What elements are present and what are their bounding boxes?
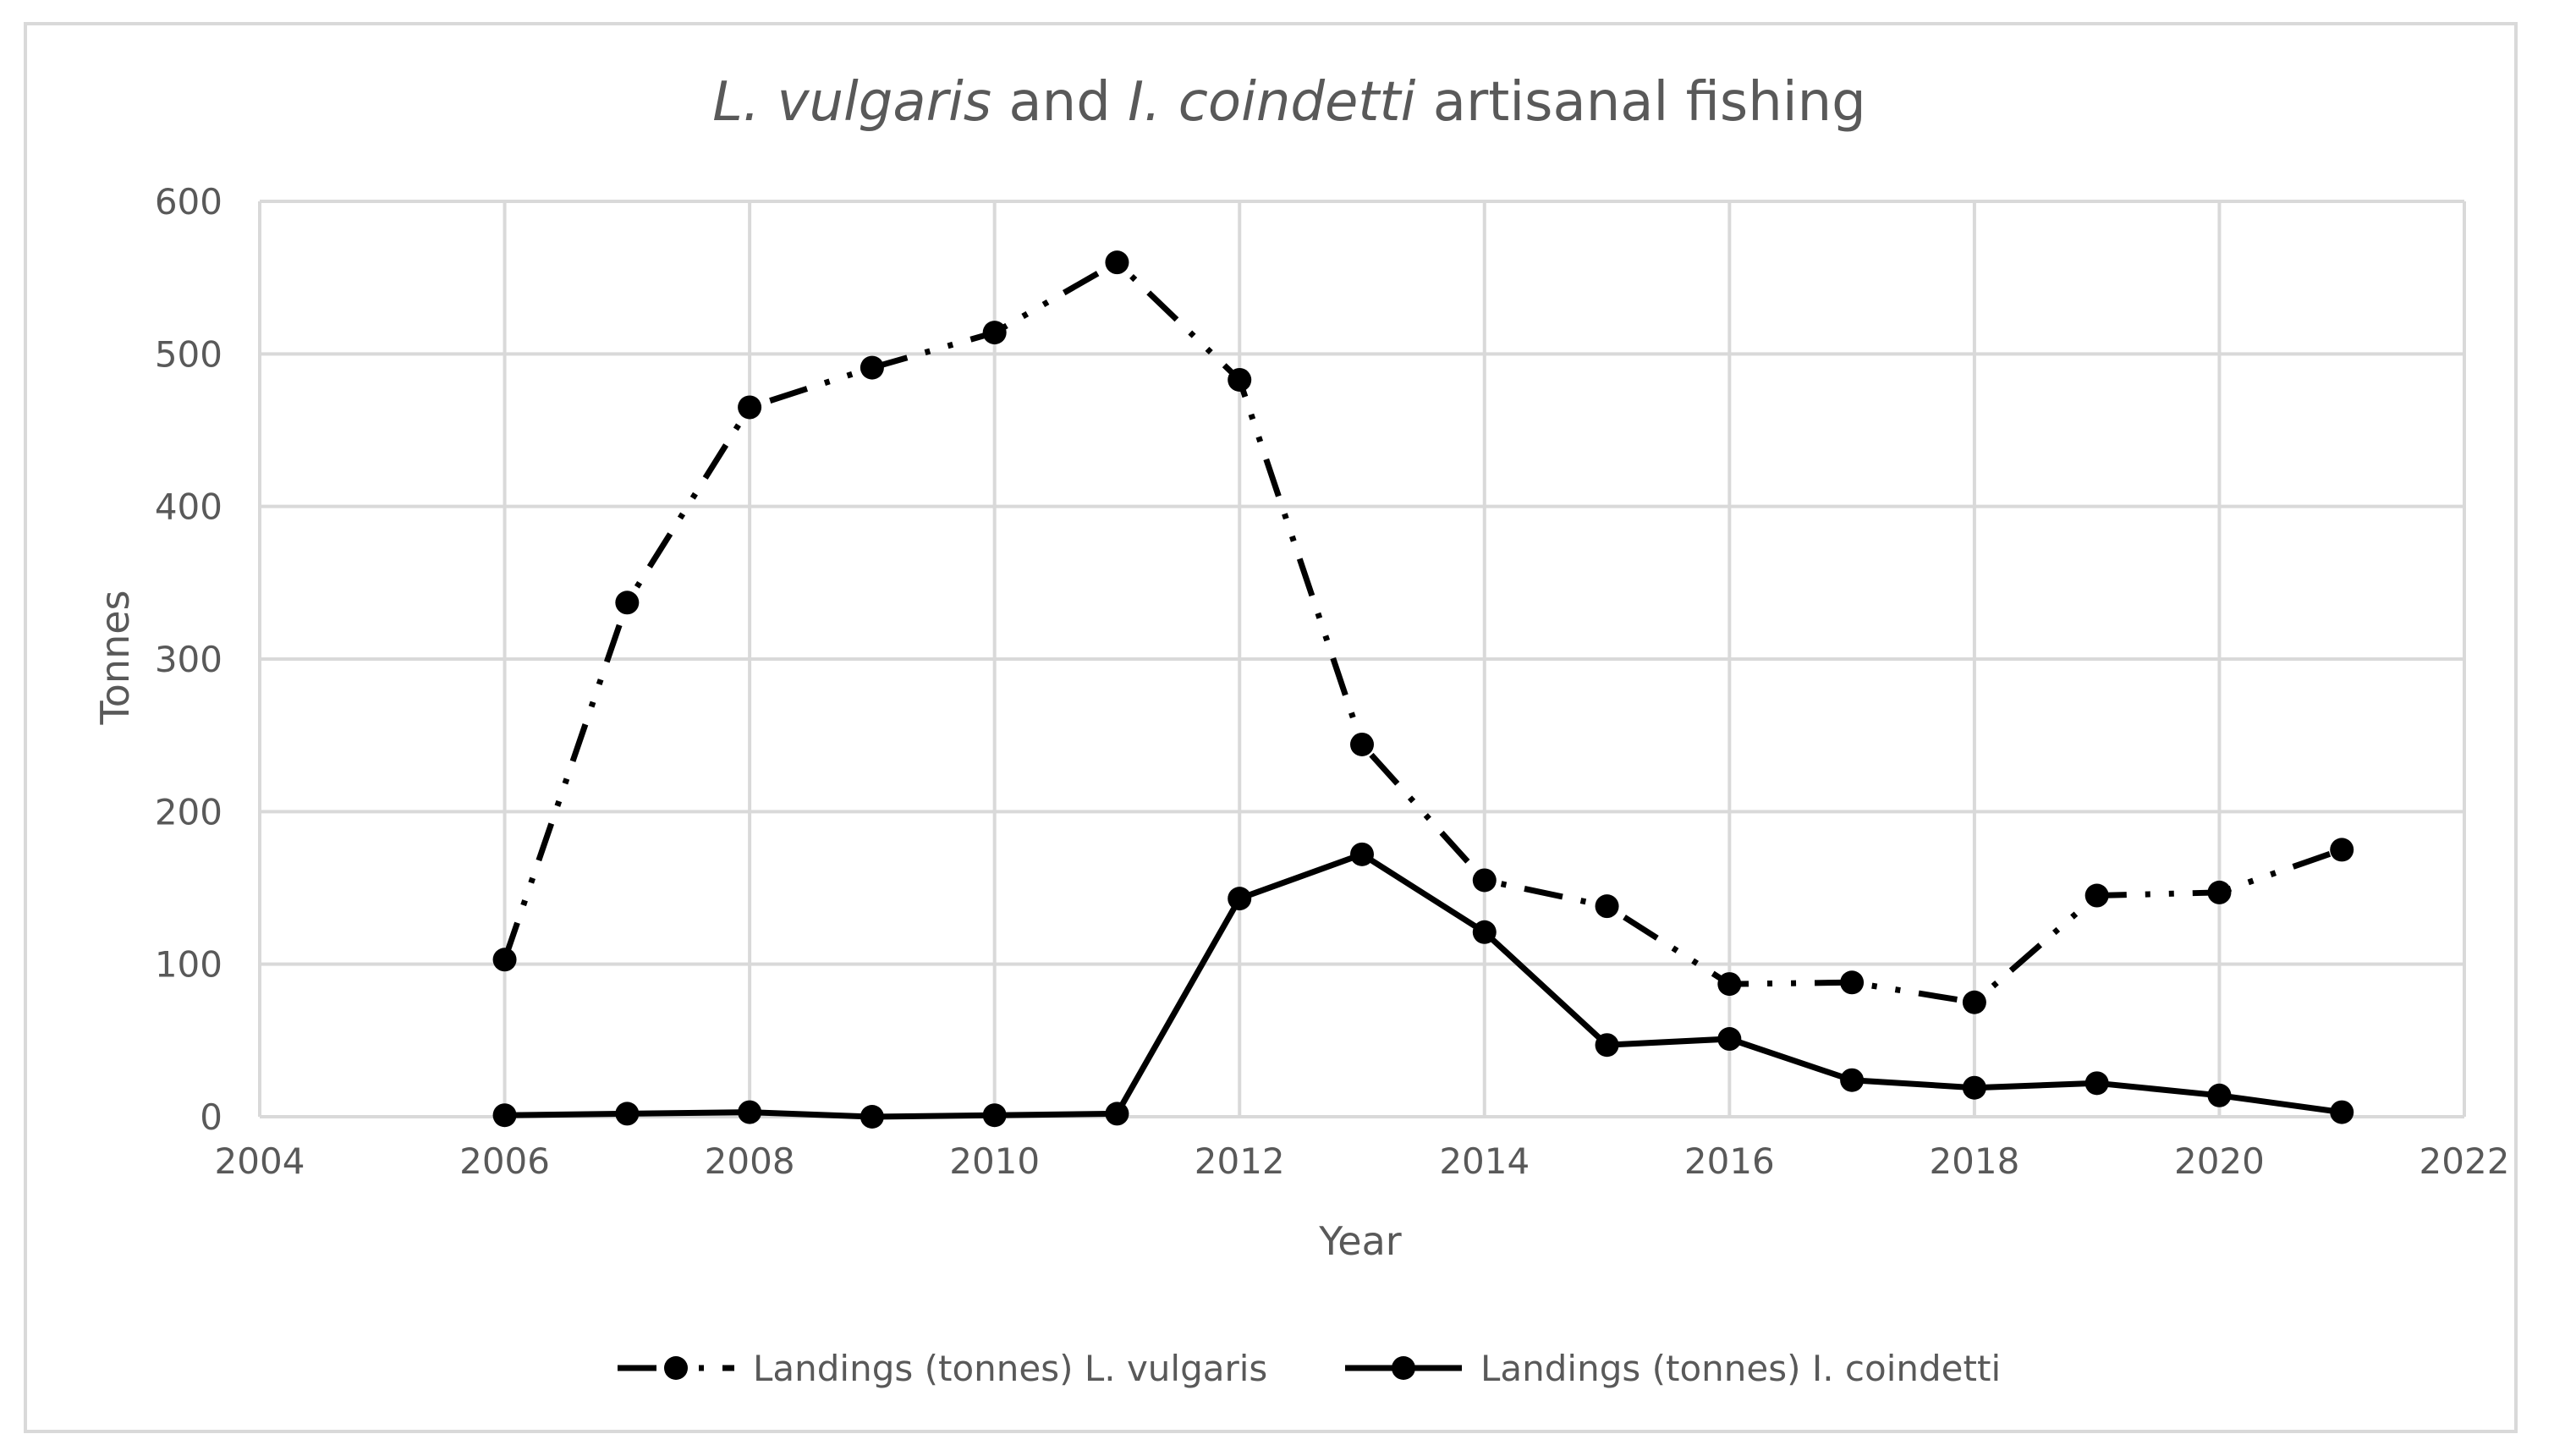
series-2-point [1717,1027,1742,1052]
series-2-point [1350,842,1374,866]
series-1-point [2084,883,2109,908]
series-lines [492,250,2354,1129]
series-2-point [615,1102,640,1126]
series-2-point [2084,1071,2109,1096]
series-1-point [2330,838,2354,862]
series-2-point [1840,1068,1865,1092]
series-2-point [982,1103,1007,1128]
series-2-point [492,1103,517,1128]
series-2-point [2207,1083,2232,1107]
series-1-point [1595,894,1619,919]
series-1-point [1350,732,1374,756]
y-tick-label: 0 [200,1096,222,1138]
series-1-point [615,591,640,615]
series-2-point [1105,1102,1129,1126]
y-tick-label: 600 [155,181,222,223]
series-2-point [1595,1033,1619,1058]
series-1-point [492,948,517,972]
tick-labels: 0 100 200 300 400 500 600 2004 2006 2008 2010 2012 2… [155,181,2510,1182]
y-tick-label: 400 [155,486,222,528]
legend-swatch-marker-1 [664,1356,688,1380]
series-2-point [738,1100,762,1124]
x-tick-label: 2010 [949,1140,1040,1182]
legend: Landings (tonnes) L. vulgaris Landings (t… [618,1348,2001,1389]
x-tick-label: 2018 [1929,1140,2019,1182]
x-tick-label: 2016 [1684,1140,1775,1182]
series-1-point [1717,972,1742,997]
title-species-1: L. vulgaris [712,71,991,134]
series-1-point [982,321,1007,345]
y-tick-label: 300 [155,639,222,680]
x-tick-label: 2014 [1439,1140,1530,1182]
y-tick-label: 100 [155,944,222,986]
x-tick-label: 2008 [705,1140,795,1182]
series-2-point [1228,887,1252,911]
y-axis-title: Tonnes [92,590,138,725]
y-tick-label: 500 [155,333,222,375]
series-2-point [1962,1075,1986,1100]
title-species-2: I. coindetti [1128,71,1415,134]
x-tick-label: 2020 [2174,1140,2265,1182]
legend-swatch-marker-2 [1392,1356,1415,1380]
series-1-point [1840,970,1865,995]
series-1-point [1228,367,1252,392]
x-tick-label: 2022 [2419,1140,2510,1182]
series-2-point [2330,1100,2354,1124]
series-2-point [860,1105,884,1129]
series-1-point [1962,990,1986,1014]
chart-title: L. vulgaris and I. coindetti artisanal f… [712,71,1866,134]
series-1-point [860,355,884,380]
chart-area [24,22,2518,1433]
x-tick-label: 2004 [215,1140,305,1182]
series-2-point [1472,920,1497,944]
legend-label-1: Landings (tonnes) L. vulgaris [753,1348,1267,1389]
y-tick-label: 200 [155,791,222,832]
x-axis-title: Year [1318,1218,1401,1264]
gridlines [258,200,2466,1118]
title-connector: and [991,71,1128,134]
legend-label-2: Landings (tonnes) I. coindetti [1480,1348,2001,1389]
x-tick-label: 2012 [1195,1140,1285,1182]
x-tick-label: 2006 [459,1140,550,1182]
series-line-2 [504,851,2343,1120]
series-1-point [738,395,762,420]
series-line-1 [502,259,2343,1006]
series-1-point [1105,250,1129,275]
title-suffix: artisanal fishing [1415,71,1865,134]
series-1-point [1472,868,1497,893]
series-1-point [2207,880,2232,904]
